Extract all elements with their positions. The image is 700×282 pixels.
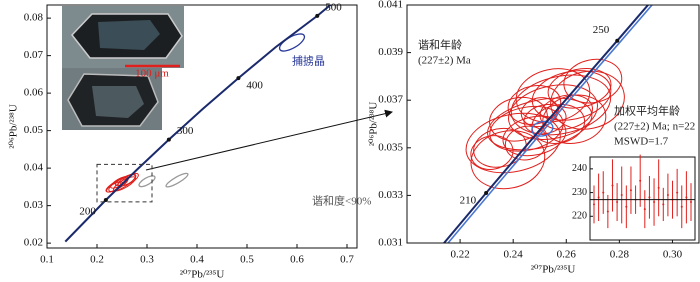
inset-bg (589, 156, 696, 241)
y-tick-label: 0.04 (24, 162, 44, 174)
error-ellipse (165, 172, 189, 188)
concordia-curve (442, 5, 650, 243)
y-axis-label: ²⁰⁶Pb/²³⁸U (368, 102, 380, 147)
y-tick-label: 0.041 (378, 0, 403, 11)
y-tick-label: 0.037 (378, 94, 403, 106)
plot-area (64, 5, 332, 243)
scale-label: 100 μm (135, 68, 169, 80)
y-tick-label: 0.039 (378, 46, 403, 58)
value-dot (680, 205, 683, 208)
x-tick-label: 0.1 (40, 254, 54, 266)
value-dot (657, 186, 660, 189)
value-dot (620, 193, 623, 196)
annotation: 谐和度<90% (312, 194, 371, 208)
x-tick-label: 0.24 (504, 249, 524, 261)
x-tick-label: 0.4 (190, 254, 204, 266)
plot-area (442, 5, 654, 243)
age-dot (236, 76, 241, 81)
x-tick-label: 0.2 (90, 254, 104, 266)
error-ellipse (489, 96, 548, 142)
y-tick-label: 0.05 (24, 124, 44, 136)
plot-frame (46, 4, 358, 249)
value-dot (666, 193, 669, 196)
error-ellipse (550, 70, 625, 130)
y-tick-label: 0.07 (24, 49, 44, 61)
x-tick-label: 0.28 (610, 249, 630, 261)
value-dot (625, 205, 628, 208)
age-label: 400 (246, 80, 263, 92)
y-tick-label: 220 (572, 211, 587, 222)
y-tick-label: 0.02 (24, 237, 43, 249)
value-dot (593, 203, 595, 206)
value-dot (653, 201, 656, 204)
x-tick-label: 0.3 (140, 254, 154, 266)
x-tick-label: 0.6 (290, 254, 304, 266)
zoom-box (96, 163, 153, 203)
value-dot (648, 196, 651, 199)
error-ellipse (508, 84, 598, 140)
y-tick-label: 0.035 (378, 141, 403, 153)
value-dot (611, 184, 614, 187)
error-ellipse (563, 58, 623, 104)
age-label: 300 (177, 125, 194, 137)
value-dot (629, 189, 632, 192)
y-tick-label: 0.08 (24, 12, 44, 24)
x-tick-label: 0.5 (240, 254, 254, 266)
age-label: 500 (325, 1, 342, 13)
value-dot (606, 210, 609, 213)
error-ellipse (510, 74, 612, 136)
y-tick-label: 0.033 (378, 189, 403, 201)
x-tick-label: 0.7 (340, 254, 354, 266)
error-ellipse (531, 120, 554, 137)
age-dot (315, 13, 320, 18)
annotation: MSWD=1.7 (614, 136, 669, 148)
value-dot (602, 191, 605, 194)
error-ellipse (138, 175, 156, 188)
value-dot (616, 201, 619, 204)
y-tick-label: 240 (572, 163, 587, 174)
value-dot (662, 203, 665, 206)
y-tick-label: 0.03 (24, 199, 44, 211)
value-dot (685, 196, 688, 199)
annotation: 捕掳晶 (292, 54, 325, 68)
annotation: 加权平均年龄 (614, 104, 680, 118)
error-ellipse (504, 125, 549, 161)
age-dot (615, 38, 620, 43)
error-ellipse (489, 105, 564, 152)
annotation: (227±2) Ma; n=22 (614, 121, 695, 133)
x-tick-label: 0.30 (663, 249, 683, 261)
value-dot (643, 208, 646, 211)
value-dot (676, 191, 679, 194)
x-tick-label: 0.22 (450, 249, 469, 261)
y-axis-label: ²⁰⁶Pb/²³⁸U (8, 104, 20, 149)
age-dot (484, 191, 489, 196)
error-ellipse (507, 85, 562, 125)
value-dot (639, 179, 642, 182)
annotation: (227±2) Ma (418, 55, 471, 67)
error-ellipse (473, 127, 527, 168)
age-dot (166, 137, 171, 142)
age-label: 250 (593, 24, 610, 36)
plot-frame (406, 4, 700, 244)
age-label: 200 (79, 206, 96, 218)
x-axis-label: ²⁰⁷Pb/²³⁵U (531, 264, 576, 276)
concordia-curve (64, 5, 332, 243)
value-dot (597, 196, 600, 199)
value-dot (690, 201, 692, 204)
concordia-band (447, 5, 654, 243)
y-tick-label: 0.06 (24, 87, 44, 99)
annotation: 谐和年龄 (418, 38, 462, 52)
zoom-arrow (145, 109, 393, 171)
x-axis-label: ²⁰⁷Pb/²³⁵U (180, 269, 225, 281)
y-tick-label: 0.031 (378, 237, 403, 249)
x-tick-label: 0.26 (557, 249, 577, 261)
error-ellipse (470, 130, 546, 190)
age-label: 210 (460, 195, 477, 207)
y-tick-label: 230 (572, 187, 587, 198)
error-ellipse (470, 135, 514, 170)
photo-inset: 100 μm (62, 6, 184, 130)
error-ellipse (539, 94, 593, 130)
age-dot (103, 198, 108, 202)
